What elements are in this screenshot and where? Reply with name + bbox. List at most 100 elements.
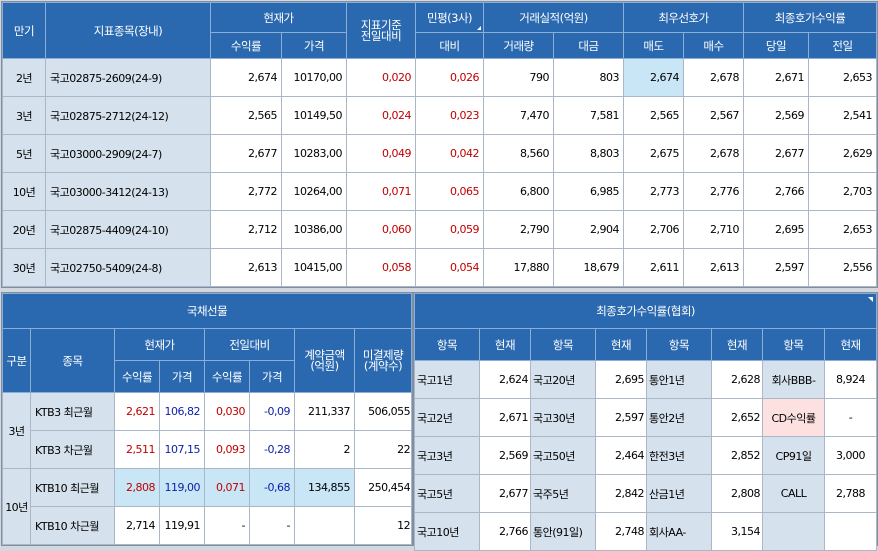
item-cell[interactable]: KTB3 최근월 xyxy=(30,392,115,431)
table-row[interactable]: 3년 국고02875-2712(24-12) 2,565 10149,50 0,… xyxy=(2,96,878,135)
header-ask[interactable]: 매도 xyxy=(623,32,685,59)
header-yield[interactable]: 수익률 xyxy=(114,360,160,393)
table-row[interactable]: 5년 국고03000-2909(24-7) 2,677 10283,00 0,0… xyxy=(2,134,878,173)
item-cell[interactable]: 산금1년 xyxy=(646,474,712,513)
header-item[interactable]: 항목 xyxy=(530,328,596,361)
header-open-interest[interactable]: 미결제량 (계약수) xyxy=(353,328,413,393)
table-row[interactable]: 10년 KTB10 최근월 2,808 119,00 0,071 -0,68 1… xyxy=(2,468,413,545)
yield-cell: 2,621 xyxy=(114,392,160,431)
item-cell[interactable]: 통안2년 xyxy=(646,398,712,437)
header-prev-day[interactable]: 전일 xyxy=(808,32,878,59)
bond-name-cell[interactable]: 국고02750-5409(24-8) xyxy=(45,248,211,287)
change-cell: 0,024 xyxy=(346,96,416,135)
item-cell[interactable]: 국고50년 xyxy=(530,436,596,475)
item-cell[interactable]: 국고3년 xyxy=(414,436,480,475)
expand-corner-icon[interactable] xyxy=(868,297,874,302)
header-chg-yield[interactable]: 수익률 xyxy=(204,360,250,393)
header-contract-amount[interactable]: 계약금액 (억원) xyxy=(294,328,355,393)
item-cell[interactable]: 국고2년 xyxy=(414,398,480,437)
dropdown-corner-icon[interactable] xyxy=(477,26,481,30)
oi-cell: 506,055 xyxy=(353,392,413,431)
header-benchmark-change[interactable]: 지표기준 전일대비 xyxy=(346,2,416,59)
header-current[interactable]: 현재 xyxy=(823,328,878,361)
diff-cell: 0,042 xyxy=(415,134,484,173)
header-item[interactable]: 항목 xyxy=(414,328,480,361)
header-current[interactable]: 현재 xyxy=(595,328,647,361)
table-row[interactable]: 국고2년 2,671 국고30년 2,597 통안2년 2,652 CD수익률 … xyxy=(414,398,878,437)
maturity-cell: 5년 xyxy=(2,134,46,173)
volume-cell: 6,800 xyxy=(483,172,554,211)
bid-cell: 2,567 xyxy=(683,96,745,135)
table-row[interactable]: 2년 국고02875-2609(24-9) 2,674 10170,00 0,0… xyxy=(2,58,878,97)
table-row[interactable]: 20년 국고02875-4409(24-10) 2,712 10386,00 0… xyxy=(2,210,878,249)
item-cell[interactable]: KTB10 최근월 xyxy=(30,468,115,507)
item-cell xyxy=(762,512,825,551)
bond-name-cell[interactable]: 국고02875-4409(24-10) xyxy=(45,210,211,249)
bond-name-cell[interactable]: 국고03000-2909(24-7) xyxy=(45,134,211,173)
item-cell[interactable]: CALL xyxy=(762,474,825,513)
header-chg-price[interactable]: 가격 xyxy=(249,360,295,393)
ask-cell[interactable]: 2,674 xyxy=(623,58,685,97)
yield-cell: 2,712 xyxy=(210,210,282,249)
table-row[interactable]: 3년 KTB3 최근월 2,621 106,82 0,030 -0,09 211… xyxy=(2,392,413,469)
header-item[interactable]: 항목 xyxy=(762,328,825,361)
final-quote-title-bar: 최종호가수익률(협회) xyxy=(413,293,878,329)
oi-cell: 22 xyxy=(353,430,413,469)
header-private-eval[interactable]: 민평(3사) xyxy=(415,2,484,33)
header-item[interactable]: 항목 xyxy=(646,328,712,361)
diff-cell: 0,023 xyxy=(415,96,484,135)
item-cell[interactable]: KTB3 차근월 xyxy=(30,430,115,469)
bid-cell: 2,678 xyxy=(683,58,745,97)
table-row[interactable]: KTB10 차근월 2,714 119,91 - - 12 xyxy=(3,506,413,545)
price-cell: 10283,00 xyxy=(281,134,347,173)
header-bid[interactable]: 매수 xyxy=(683,32,745,59)
item-cell[interactable]: 국고30년 xyxy=(530,398,596,437)
private-eval-label: 민평(3사) xyxy=(426,10,473,25)
table-row[interactable]: 국고5년 2,677 국주5년 2,842 산금1년 2,808 CALL 2,… xyxy=(414,474,878,513)
item-cell[interactable]: 한전3년 xyxy=(646,436,712,475)
futures-title: 국채선물 xyxy=(1,293,413,329)
item-cell[interactable]: KTB10 차근월 xyxy=(30,506,115,545)
item-cell[interactable]: 국고10년 xyxy=(414,512,480,551)
chg-price-cell: -0,68 xyxy=(249,468,295,507)
table-row[interactable]: 10년 국고03000-3412(24-13) 2,772 10264,00 0… xyxy=(2,172,878,211)
chg-yield-cell: 0,030 xyxy=(204,392,250,431)
header-current[interactable]: 현재 xyxy=(711,328,763,361)
table-row[interactable]: 국고1년 2,624 국고20년 2,695 통안1년 2,628 회사BBB-… xyxy=(414,360,878,399)
change-cell: 0,049 xyxy=(346,134,416,173)
item-cell[interactable]: 국고5년 xyxy=(414,474,480,513)
header-yield[interactable]: 수익률 xyxy=(210,32,282,59)
bond-name-cell[interactable]: 국고02875-2712(24-12) xyxy=(45,96,211,135)
bond-name-cell[interactable]: 국고03000-3412(24-13) xyxy=(45,172,211,211)
item-cell[interactable]: 국고20년 xyxy=(530,360,596,399)
yield-cell: 2,772 xyxy=(210,172,282,211)
item-cell[interactable]: CP91일 xyxy=(762,436,825,475)
value-cell: - xyxy=(823,398,878,437)
amount-cell: 18,679 xyxy=(552,248,625,287)
header-category[interactable]: 구분 xyxy=(2,328,31,393)
item-cell[interactable]: 국고1년 xyxy=(414,360,480,399)
header-price[interactable]: 가격 xyxy=(281,32,347,59)
item-cell[interactable]: 통안1년 xyxy=(646,360,712,399)
header-today[interactable]: 당일 xyxy=(743,32,810,59)
header-benchmark[interactable]: 지표종목(장내) xyxy=(45,2,211,59)
header-amount[interactable]: 대금 xyxy=(552,32,625,59)
item-cell[interactable]: 회사BBB- xyxy=(762,360,825,399)
item-cell[interactable]: 회사AA- xyxy=(646,512,712,551)
table-row[interactable]: 30년 국고02750-5409(24-8) 2,613 10415,00 0,… xyxy=(2,248,878,287)
table-row[interactable]: KTB3 차근월 2,511 107,15 0,093 -0,28 2 22 xyxy=(3,430,413,469)
header-item[interactable]: 종목 xyxy=(30,328,115,393)
item-cell[interactable]: 통안(91일) xyxy=(530,512,596,551)
header-maturity[interactable]: 만기 xyxy=(2,2,46,59)
table-row[interactable]: 국고10년 2,766 통안(91일) 2,748 회사AA- 3,154 xyxy=(414,512,878,551)
header-diff[interactable]: 대비 xyxy=(415,32,484,59)
header-current[interactable]: 현재 xyxy=(479,328,531,361)
maturity-cell: 3년 xyxy=(2,96,46,135)
table-row[interactable]: 국고3년 2,569 국고50년 2,464 한전3년 2,852 CP91일 … xyxy=(414,436,878,475)
item-cell[interactable]: 국주5년 xyxy=(530,474,596,513)
item-cell[interactable]: CD수익률 xyxy=(762,398,825,437)
header-volume[interactable]: 거래량 xyxy=(483,32,554,59)
header-price[interactable]: 가격 xyxy=(159,360,205,393)
volume-cell: 17,880 xyxy=(483,248,554,287)
bond-name-cell[interactable]: 국고02875-2609(24-9) xyxy=(45,58,211,97)
